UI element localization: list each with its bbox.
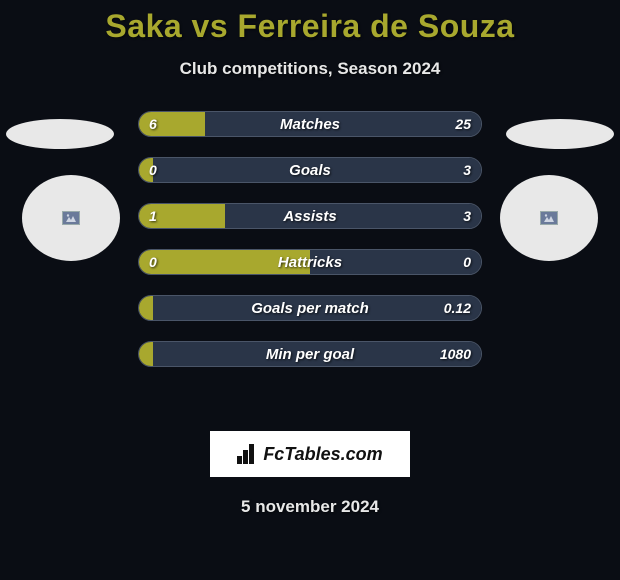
stat-bars-container: Matches625 Goals03 Assists13 Hattricks00 Goa…	[138, 111, 482, 387]
stat-bar-left	[139, 112, 205, 136]
comparison-chart: Matches625Goals03Assists13Hattricks00Goa…	[0, 119, 620, 419]
stat-row: Assists13	[138, 203, 482, 229]
image-placeholder-icon	[540, 211, 558, 225]
stat-row: Goals per match0.12	[138, 295, 482, 321]
stat-bar-right	[153, 342, 481, 366]
stat-row: Min per goal1080	[138, 341, 482, 367]
subtitle: Club competitions, Season 2024	[0, 59, 620, 79]
player1-avatar-circle	[22, 175, 120, 261]
logo-bars-icon	[237, 444, 259, 464]
stat-bar-right	[310, 250, 481, 274]
player2-avatar-circle	[500, 175, 598, 261]
stat-row: Matches625	[138, 111, 482, 137]
date-label: 5 november 2024	[0, 497, 620, 517]
stat-bar-right	[205, 112, 481, 136]
page-title: Saka vs Ferreira de Souza	[0, 0, 620, 45]
stat-row: Goals03	[138, 157, 482, 183]
stat-bar-right	[153, 296, 481, 320]
stat-bar-left	[139, 158, 153, 182]
stat-row: Hattricks00	[138, 249, 482, 275]
player1-flag-ellipse	[6, 119, 114, 149]
stat-bar-left	[139, 296, 153, 320]
stat-bar-right	[225, 204, 482, 228]
image-placeholder-icon	[62, 211, 80, 225]
logo-text: FcTables.com	[263, 444, 382, 465]
stat-bar-left	[139, 250, 310, 274]
player2-flag-ellipse	[506, 119, 614, 149]
fctables-logo: FcTables.com	[210, 431, 410, 477]
stat-bar-left	[139, 204, 225, 228]
stat-bar-left	[139, 342, 153, 366]
stat-bar-right	[153, 158, 481, 182]
